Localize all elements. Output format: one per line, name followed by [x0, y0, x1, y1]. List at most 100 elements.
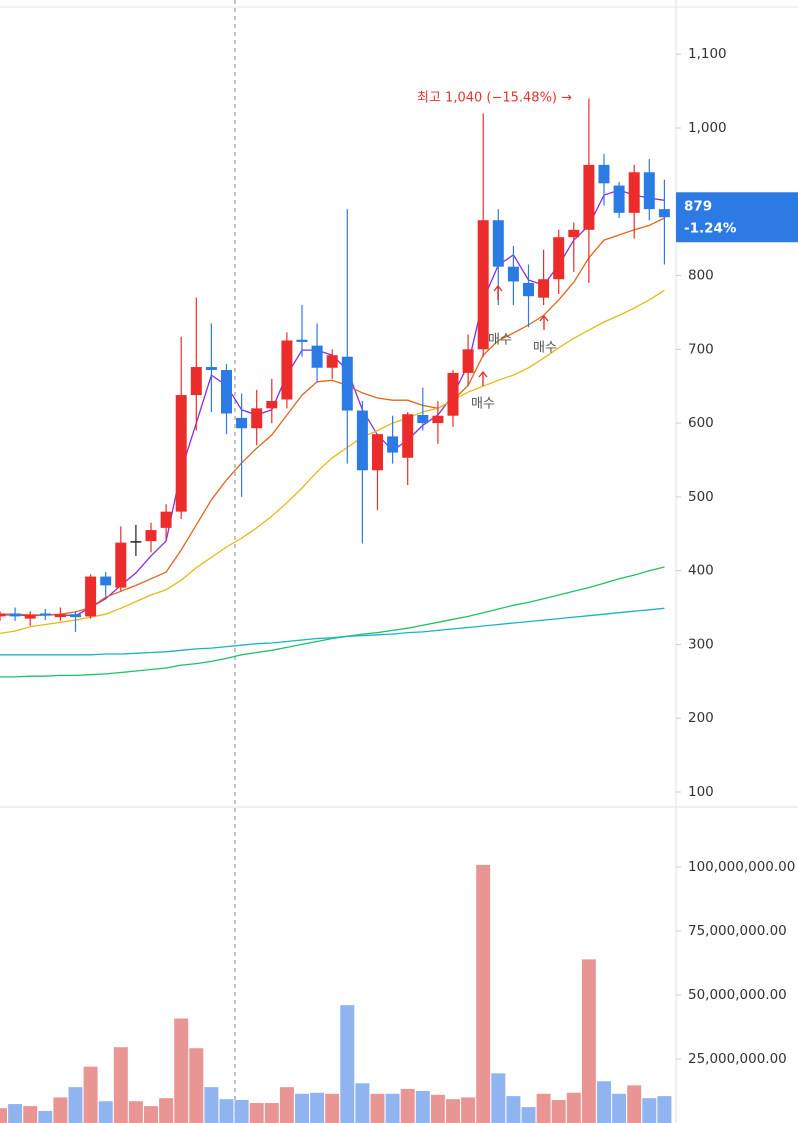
buy-arrow — [493, 284, 503, 300]
candle-body — [598, 164, 610, 184]
candle-body — [100, 576, 112, 586]
high-label: 최고 1,040 (−15.48%) → — [417, 91, 572, 106]
volume-bar — [597, 1081, 611, 1123]
candle-body — [39, 613, 51, 616]
volume-bar — [551, 1099, 566, 1123]
buy-label: 매수 — [488, 333, 512, 348]
volume-panel — [0, 864, 672, 1123]
volume-bar — [23, 1106, 38, 1123]
candle-body — [538, 279, 550, 298]
volume-bar — [264, 1103, 279, 1123]
volume-tick-label: 25,000,000.00 — [688, 1051, 787, 1067]
candle-body — [145, 530, 157, 542]
moving-averages — [0, 189, 665, 678]
moving-average-line — [0, 566, 665, 678]
y-tick-label: 300 — [688, 636, 714, 652]
volume-bar — [370, 1093, 385, 1123]
candle-body — [387, 436, 399, 453]
volume-bar — [98, 1101, 113, 1123]
volume-bar — [476, 864, 491, 1123]
last-price: 879 — [684, 198, 712, 214]
candle-body — [658, 209, 670, 218]
candle-body — [296, 339, 308, 342]
volume-bar — [310, 1092, 325, 1123]
volume-bar — [536, 1093, 551, 1123]
last-price-box — [676, 192, 798, 243]
candle-body — [553, 237, 565, 280]
volume-bar — [627, 1085, 642, 1123]
volume-bar — [642, 1098, 657, 1123]
candle-body — [583, 164, 595, 230]
moving-average-line — [0, 607, 665, 656]
volume-bar — [159, 1098, 174, 1123]
candle-body — [447, 372, 459, 416]
candle-body — [402, 414, 414, 458]
volume-bar — [174, 1018, 189, 1123]
candle-body — [24, 614, 36, 619]
candle-body — [221, 369, 232, 414]
buy-arrow — [539, 314, 549, 330]
volume-bar — [128, 1101, 143, 1123]
candle-body — [160, 511, 172, 528]
y-tick-label: 500 — [688, 489, 714, 505]
candle-body — [251, 408, 263, 429]
volume-tick-label: 75,000,000.00 — [688, 923, 787, 939]
candle-body — [643, 172, 655, 210]
candle-body — [311, 345, 323, 368]
volume-bar — [491, 1073, 506, 1123]
y-tick-label: 100 — [688, 784, 714, 800]
volume-bar — [355, 1083, 370, 1123]
volume-tick-label: 50,000,000.00 — [688, 987, 787, 1003]
y-tick-label: 700 — [688, 341, 714, 357]
candle-body — [236, 417, 248, 429]
volume-bar — [234, 1099, 249, 1123]
y-tick-label: 200 — [688, 710, 714, 726]
buy-label: 매수 — [533, 341, 557, 356]
candle-body — [341, 356, 353, 411]
candle-body — [115, 542, 127, 588]
volume-bar — [566, 1092, 581, 1123]
candle-body — [356, 410, 368, 471]
volume-bar — [461, 1097, 476, 1123]
volume-bar — [612, 1093, 627, 1123]
volume-bar — [144, 1106, 158, 1123]
volume-bar — [68, 1087, 83, 1123]
volume-bar — [53, 1097, 68, 1123]
volume-bar — [581, 959, 596, 1123]
moving-average-line — [0, 189, 665, 617]
volume-bar — [400, 1088, 415, 1123]
candle-body — [477, 220, 489, 350]
volume-tick-label: 100,000,000.00 — [688, 859, 795, 875]
buy-label: 매수 — [471, 397, 495, 412]
candle-body — [417, 414, 429, 424]
candle-body — [266, 400, 278, 409]
candle-body — [281, 340, 293, 400]
axes: 1002003004005006007008009001,0001,10025,… — [676, 46, 795, 1067]
last-change: -1.24% — [684, 220, 737, 236]
candle-body — [568, 229, 580, 238]
candle-body — [85, 576, 97, 617]
last-price-tag: 879 -1.24% — [676, 192, 798, 243]
volume-bar — [446, 1099, 460, 1123]
volume-bar — [385, 1093, 400, 1123]
candle-body — [326, 355, 338, 368]
volume-bar — [279, 1087, 294, 1123]
candle-body — [432, 415, 444, 424]
candles — [0, 98, 670, 632]
volume-bar — [295, 1093, 309, 1123]
y-tick-label: 800 — [688, 268, 714, 284]
volume-bar — [219, 1099, 234, 1123]
candle-body — [462, 349, 474, 373]
volume-bar — [657, 1096, 672, 1123]
volume-bar — [189, 1048, 204, 1123]
buy-arrow — [478, 370, 488, 386]
y-tick-label: 600 — [688, 415, 714, 431]
volume-bar — [83, 1066, 98, 1123]
volume-bar — [113, 1047, 128, 1123]
candle-body — [175, 395, 187, 512]
volume-bar — [204, 1087, 219, 1123]
candle-body — [492, 220, 504, 267]
candle-body — [190, 367, 202, 396]
